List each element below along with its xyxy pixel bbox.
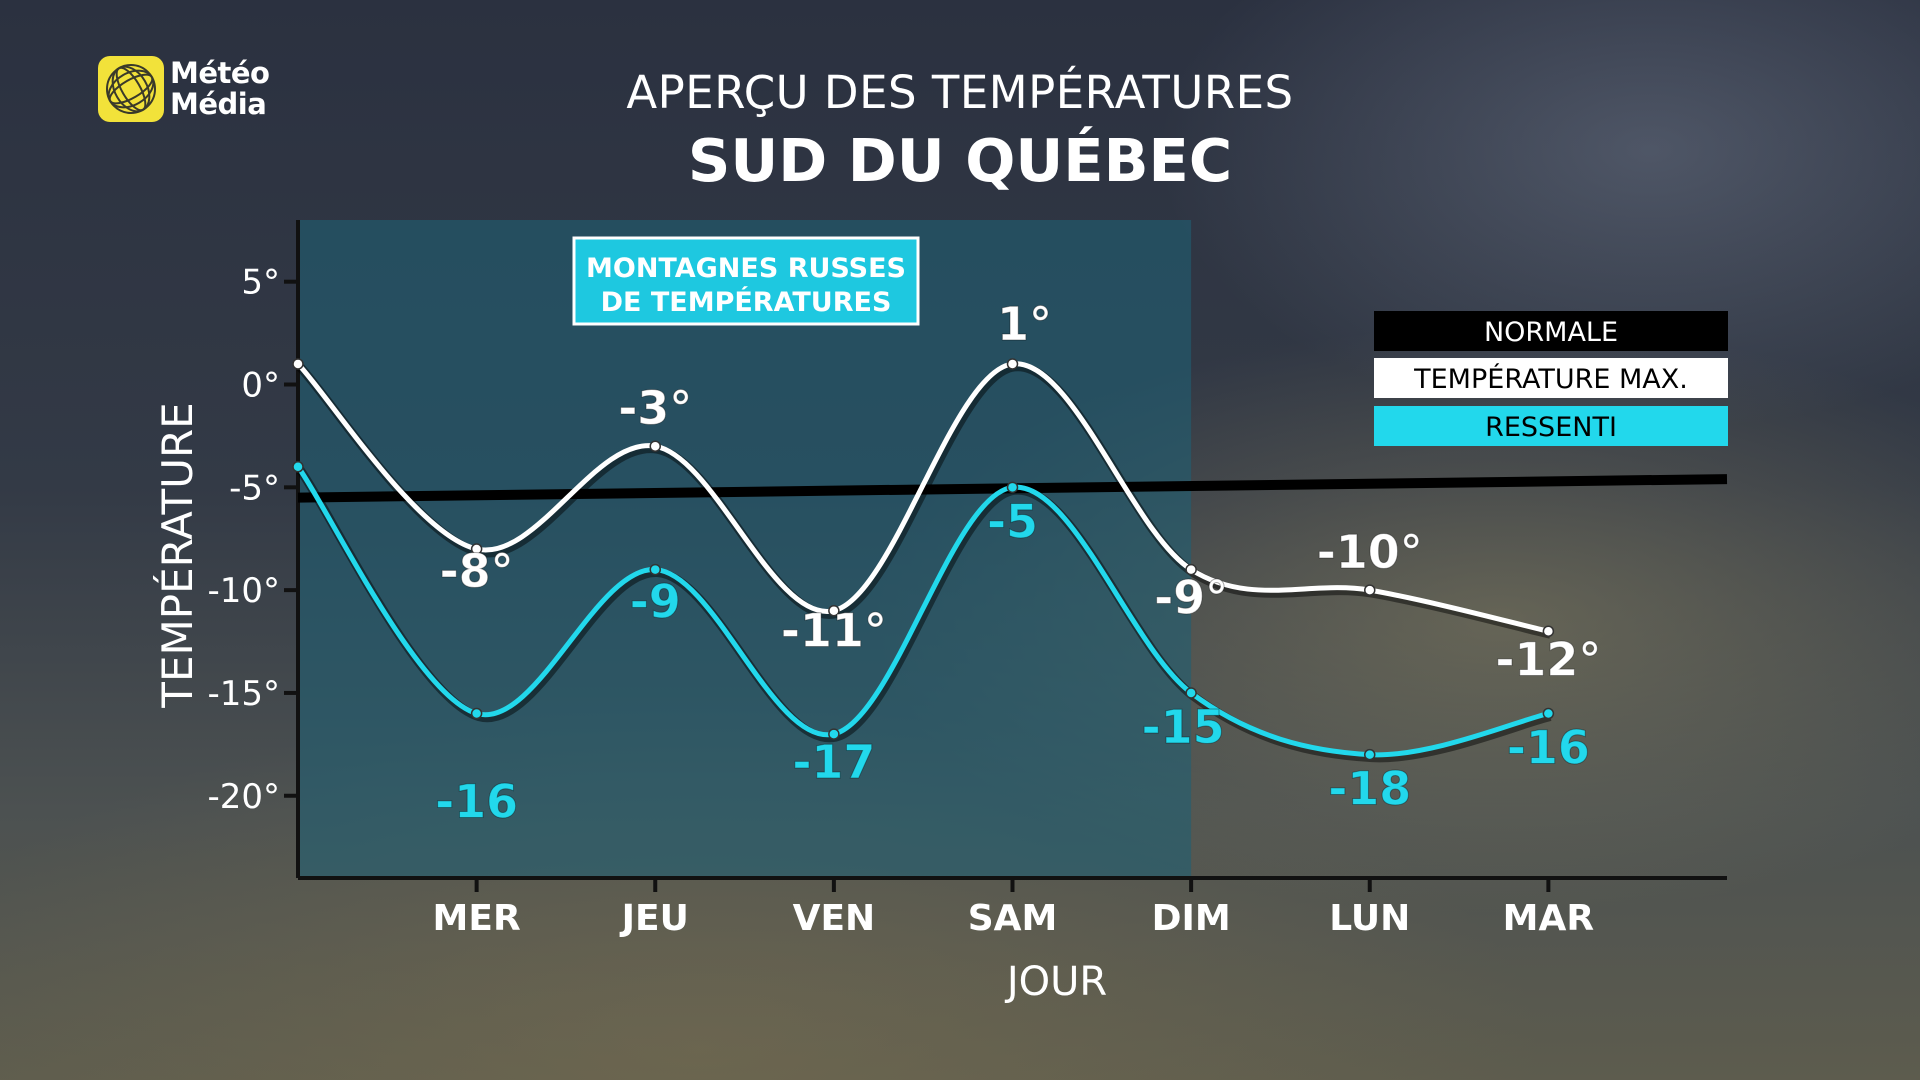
data-label-max-temp: -3° [618, 381, 692, 435]
data-label-feels-like: -17 [792, 735, 875, 789]
annotation-line-2: DE TEMPÉRATURES [601, 286, 892, 318]
highlight-region [298, 220, 1192, 878]
globe-icon [98, 56, 164, 122]
x-tick-label: MER [433, 898, 521, 939]
data-point-max-temp [1185, 563, 1197, 576]
data-label-feels-like: -9 [630, 575, 681, 629]
legend-swatch-feels [1374, 406, 1728, 446]
x-axis-label: JOUR [1004, 959, 1107, 1005]
data-point-max-temp [470, 543, 483, 555]
x-tick-label: MAR [1503, 898, 1594, 939]
meteomedia-logo: Météo Média [98, 56, 270, 122]
data-label-max-temp: 1° [997, 297, 1052, 351]
data-point-max-temp [292, 358, 304, 370]
page-subtitle: SUD DU QUÉBEC [687, 126, 1233, 195]
series-line-max-temp [296, 361, 1549, 634]
annotation-box: MONTAGNES RUSSES DE TEMPÉRATURES [572, 236, 920, 326]
logo-line-2: Média [170, 87, 267, 121]
x-tick-label: VEN [793, 898, 876, 939]
data-point-feels-like [1006, 481, 1019, 494]
data-point-feels-like [292, 461, 304, 473]
data-point-max-temp [1006, 358, 1019, 370]
y-axis-label: TEMPÉRATURE [152, 402, 202, 708]
data-label-feels-like: -18 [1328, 762, 1411, 816]
x-tick-label: LUN [1329, 898, 1410, 939]
data-label-max-temp: -11° [781, 604, 887, 658]
legend-label-feels: RESSENTI [1485, 412, 1617, 443]
data-point-feels-like [1185, 687, 1197, 699]
data-point-feels-like [649, 563, 661, 576]
legend: NORMALE TEMPÉRATURE MAX. RESSENTI [1374, 311, 1728, 446]
logo-line-1: Météo [170, 56, 270, 90]
y-tick-label: 0° [241, 366, 280, 406]
x-tick-label: JEU [619, 898, 689, 939]
data-point-feels-like [470, 707, 483, 720]
data-point-max-temp [1542, 625, 1555, 637]
data-label-max-temp: -9° [1154, 571, 1228, 625]
x-tick-label: SAM [968, 898, 1058, 939]
y-tick-label: -15° [207, 674, 280, 714]
data-label-feels-like: -16 [1507, 721, 1590, 775]
y-tick-label: -10° [207, 571, 280, 611]
data-label-feels-like: -15 [1142, 700, 1225, 754]
data-point-feels-like [828, 728, 840, 740]
legend-swatch-normal [1374, 311, 1728, 351]
data-label-max-temp: -8° [440, 544, 514, 598]
legend-label-max: TEMPÉRATURE MAX. [1413, 363, 1688, 395]
data-label-max-temp: -10° [1317, 525, 1423, 579]
legend-swatch-max [1374, 358, 1728, 398]
data-point-feels-like [1542, 707, 1555, 720]
y-tick-label: 5° [241, 263, 280, 303]
y-tick-label: -20° [207, 777, 280, 817]
data-label-feels-like: -5 [987, 494, 1038, 548]
series-line-feels-like [295, 465, 1549, 758]
data-point-max-temp [649, 440, 661, 452]
data-label-max-temp: -12° [1495, 632, 1601, 686]
logo-wordmark: Météo Média [170, 56, 270, 121]
series-shadow-max-temp [296, 362, 1552, 639]
data-point-feels-like [1364, 748, 1376, 761]
page-title: APERÇU DES TEMPÉRATURES [626, 66, 1294, 119]
data-point-max-temp [828, 604, 840, 617]
data-point-max-temp [1364, 584, 1376, 596]
annotation-line-1: MONTAGNES RUSSES [586, 253, 906, 284]
data-label-feels-like: -16 [435, 775, 518, 829]
y-tick-label: -5° [229, 468, 280, 508]
legend-label-normal: NORMALE [1484, 317, 1618, 348]
x-tick-label: DIM [1152, 898, 1231, 939]
